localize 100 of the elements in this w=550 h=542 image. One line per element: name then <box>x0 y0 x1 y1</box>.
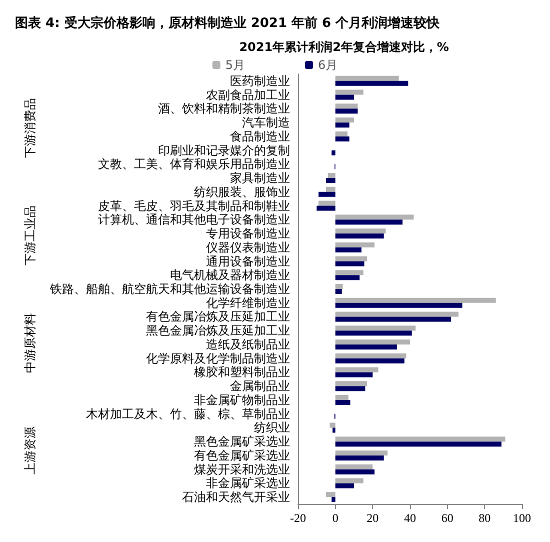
bar <box>335 270 364 276</box>
bar <box>318 200 336 206</box>
y-tick-label: 汽车制造 <box>242 116 290 130</box>
bar <box>335 261 364 266</box>
bar <box>335 275 360 280</box>
x-tick-label: -20 <box>290 511 306 525</box>
y-tick-label: 木材加工及木、竹、藤、棕、草制品业 <box>86 406 290 421</box>
bar <box>335 316 452 322</box>
y-tick-label: 仪器仪表制造业 <box>206 240 290 254</box>
y-tick-label: 通用设备制造业 <box>206 254 290 268</box>
bar <box>335 455 384 460</box>
x-tick-label: 100 <box>513 511 531 525</box>
y-tick-label: 文教、工美、体育和娱乐用品制造业 <box>98 157 290 172</box>
bar <box>335 80 408 86</box>
y-tick-label: 皮革、毛皮、羽毛及其制品和制鞋业 <box>98 198 290 213</box>
y-tick-label: 食品制造业 <box>230 129 290 144</box>
x-tick-label: 40 <box>404 511 416 525</box>
bar <box>335 344 397 350</box>
bar <box>335 298 496 303</box>
bar <box>316 206 336 211</box>
y-tick-label: 石油和天然气开采业 <box>182 490 290 504</box>
bar <box>335 234 384 239</box>
bar <box>335 372 373 378</box>
bar <box>332 150 336 156</box>
bar <box>335 381 368 386</box>
y-tick-label: 有色金属矿采选业 <box>194 448 290 462</box>
y-tick-label: 酒、饮料和精制茶制造业 <box>158 102 290 116</box>
bar <box>326 186 336 192</box>
x-tick-label: 60 <box>441 511 454 525</box>
bar <box>335 312 459 317</box>
bar <box>335 483 354 488</box>
bar <box>330 422 336 428</box>
x-tick-label: 80 <box>478 511 491 525</box>
bar <box>335 478 364 484</box>
bar <box>335 450 388 456</box>
bar <box>318 192 336 197</box>
bar <box>335 394 348 400</box>
y-tick-label: 非金属矿采选业 <box>206 476 290 490</box>
bar <box>335 358 404 364</box>
bar <box>335 104 358 109</box>
bar <box>335 76 399 81</box>
text: 下游消费品 <box>23 98 37 158</box>
bar <box>335 386 366 392</box>
y-tick-label: 农副食品加工业 <box>206 88 290 102</box>
bar <box>335 339 410 344</box>
bar <box>335 284 343 289</box>
y-tick-label: 印刷业和记录媒介的复制 <box>158 143 290 158</box>
bar <box>335 220 403 225</box>
bar <box>335 464 373 470</box>
y-tick-label: 化学纤维制造业 <box>206 296 290 310</box>
bar <box>335 94 354 100</box>
bar <box>335 118 354 123</box>
x-tick-label: 0 <box>332 511 338 525</box>
text: 上游资源 <box>23 426 37 474</box>
legend-label: 5月 <box>225 58 246 72</box>
y-tick-label: 电气机械及器材制造业 <box>170 268 290 282</box>
bar <box>335 400 350 405</box>
bar <box>335 469 375 474</box>
bar <box>335 247 362 252</box>
bar <box>335 330 412 336</box>
bar <box>335 228 386 234</box>
bar <box>332 497 336 502</box>
bar <box>335 256 368 262</box>
y-tick-label: 黑色金属冶炼及压延加工业 <box>146 324 290 338</box>
bar <box>335 131 348 136</box>
bar <box>335 353 406 358</box>
bar <box>326 178 336 184</box>
bar <box>335 108 358 114</box>
y-tick-label: 专用设备制造业 <box>206 226 290 241</box>
bar <box>335 442 502 447</box>
y-tick-label: 橡胶和塑料制品业 <box>194 365 290 380</box>
y-tick-label: 纺织业 <box>254 420 290 435</box>
y-tick-label: 非金属矿物制品业 <box>194 392 290 407</box>
bar <box>326 492 336 498</box>
y-tick-label: 造纸及纸制品业 <box>206 337 290 352</box>
bar <box>335 326 416 331</box>
y-tick-label: 黑色金属矿采选业 <box>194 434 290 449</box>
y-tick-label: 计算机、通信和其他电子设备制造业 <box>98 212 290 227</box>
y-tick-label: 纺织服装、服饰业 <box>194 184 290 199</box>
chart-subtitle: 2021年累计利润2年复合增速对比，% <box>239 40 449 54</box>
y-tick-label: 金属制品业 <box>230 379 290 394</box>
bar <box>335 90 364 95</box>
text: 中游原材料 <box>23 312 37 373</box>
y-tick-label: 铁路、船舶、航空航天和其他运输设备制造业 <box>49 282 290 296</box>
bar <box>335 214 414 220</box>
y-tick-label: 有色金属冶炼及压延加工业 <box>146 310 290 324</box>
bar <box>335 367 378 372</box>
x-tick-label: 20 <box>366 511 379 525</box>
y-tick-label: 医药制造业 <box>230 74 290 88</box>
bar <box>332 428 336 433</box>
bar <box>335 436 506 442</box>
y-tick-label: 化学原料及化学制品制造业 <box>146 351 290 366</box>
text: 下游工业品 <box>23 205 37 266</box>
bar <box>335 302 462 308</box>
y-tick-label: 家具制造业 <box>230 171 290 186</box>
bar <box>328 173 336 178</box>
y-tick-label: 煤炭开采和洗选业 <box>194 462 290 476</box>
bar <box>335 136 350 142</box>
bar <box>335 122 350 128</box>
chart-title: 图表 4: 受大宗价格影响，原材料制造业 2021 年前 6 个月利润增速较快 <box>15 15 441 31</box>
